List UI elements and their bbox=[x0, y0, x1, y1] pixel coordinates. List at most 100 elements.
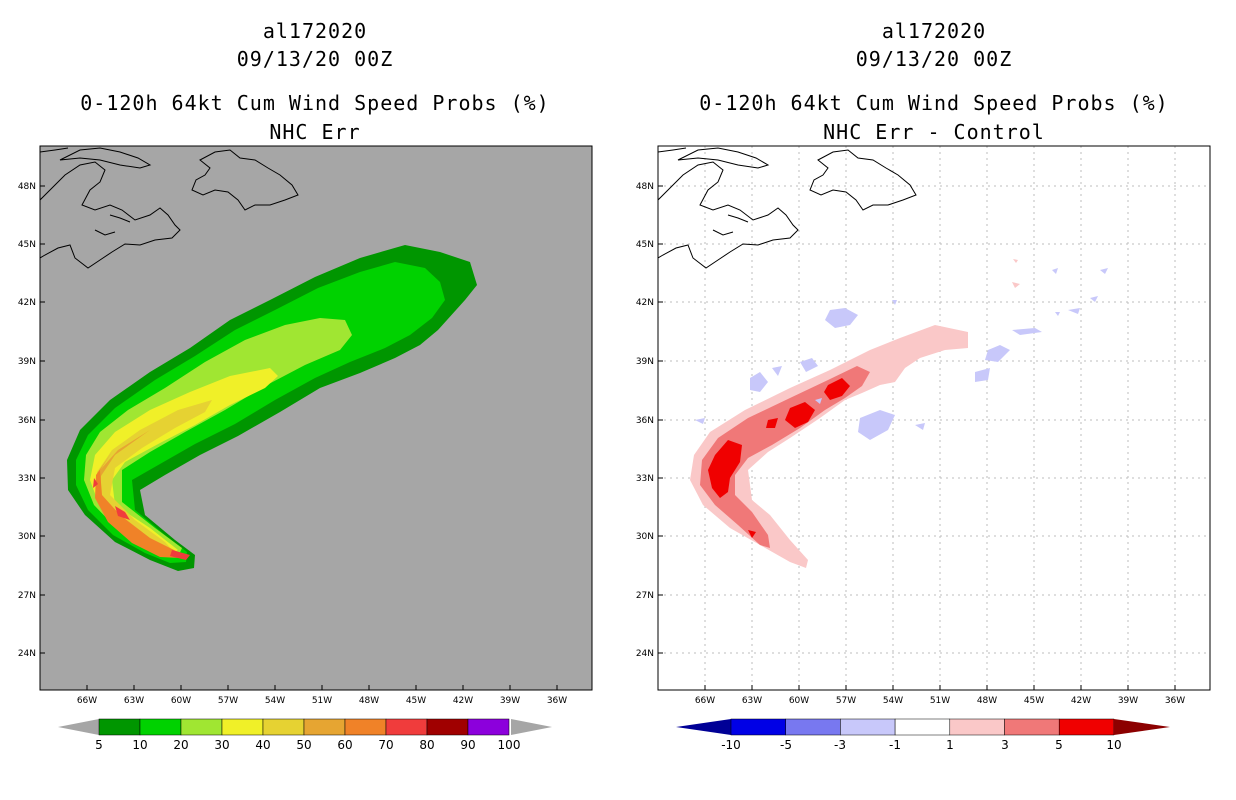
colorbar-swatch bbox=[949, 718, 1005, 736]
lat-tick-label: 33N bbox=[18, 474, 36, 484]
left-lon-axis: 66W 63W 60W 57W 54W 51W 48W 45W 42W 39W 36W bbox=[77, 685, 567, 706]
right-subtitle: NHC Err - Control bbox=[823, 120, 1045, 144]
left-map-frame bbox=[39, 145, 593, 691]
colorbar-label: 80 bbox=[419, 738, 434, 752]
colorbar-label: 90 bbox=[460, 738, 475, 752]
lon-tick-label: 51W bbox=[312, 696, 332, 706]
colorbar-label: 70 bbox=[378, 738, 393, 752]
left-lat-axis: 48N 45N 42N 39N 36N 33N 30N 27N 24N bbox=[18, 182, 45, 659]
colorbar-swatch bbox=[1058, 718, 1115, 736]
diff-1-3 bbox=[690, 325, 968, 568]
colorbar-label: -1 bbox=[889, 738, 901, 752]
right-storm-id: al172020 bbox=[881, 19, 987, 43]
lon-tick-label: 60W bbox=[789, 696, 809, 706]
lat-tick-label: 36N bbox=[636, 416, 654, 426]
lon-tick-label: 60W bbox=[171, 696, 191, 706]
left-colorbar-high-arrow bbox=[511, 719, 552, 735]
lon-tick-label: 45W bbox=[1024, 696, 1044, 706]
right-colorbar: -10 -5 -3 -1 1 3 5 10 bbox=[676, 718, 1170, 752]
lat-tick-label: 27N bbox=[636, 591, 654, 601]
lat-tick-label: 48N bbox=[18, 182, 36, 192]
colorbar-label: 1 bbox=[946, 738, 954, 752]
colorbar-swatch bbox=[730, 718, 786, 736]
colorbar-swatch bbox=[467, 718, 510, 736]
lon-tick-label: 48W bbox=[359, 696, 379, 706]
colorbar-swatch bbox=[303, 718, 346, 736]
lon-tick-label: 57W bbox=[836, 696, 856, 706]
colorbar-label: 5 bbox=[95, 738, 103, 752]
lon-tick-label: 54W bbox=[265, 696, 285, 706]
left-coastlines bbox=[40, 147, 299, 269]
left-datetime: 09/13/20 00Z bbox=[236, 47, 394, 71]
diff-3-5 bbox=[700, 366, 870, 548]
colorbar-swatch bbox=[385, 718, 428, 736]
lat-tick-label: 42N bbox=[18, 298, 36, 308]
lat-tick-label: 45N bbox=[18, 240, 36, 250]
colorbar-label: 30 bbox=[214, 738, 229, 752]
right-lat-axis: 48N 45N 42N 39N 36N 33N 30N 27N 24N bbox=[636, 182, 663, 659]
lat-tick-label: 30N bbox=[18, 532, 36, 542]
left-colorbar-low-arrow bbox=[58, 719, 99, 735]
left-subtitle: NHC Err bbox=[269, 120, 361, 144]
colorbar-swatch bbox=[180, 718, 223, 736]
lat-tick-label: 42N bbox=[636, 298, 654, 308]
colorbar-swatch bbox=[98, 718, 141, 736]
lat-tick-label: 45N bbox=[636, 240, 654, 250]
lon-tick-label: 48W bbox=[977, 696, 997, 706]
colorbar-label: 20 bbox=[173, 738, 188, 752]
right-colorbar-low-arrow bbox=[676, 719, 731, 735]
right-map-panel: 48N 45N 42N 39N 36N 33N 30N 27N 24N 66W 63W 60W 57W… bbox=[636, 145, 1211, 706]
colorbar-swatch bbox=[262, 718, 305, 736]
lat-tick-label: 39N bbox=[636, 357, 654, 367]
lat-tick-label: 39N bbox=[18, 357, 36, 367]
colorbar-swatch bbox=[785, 718, 841, 736]
colorbar-label: -10 bbox=[721, 738, 741, 752]
colorbar-swatch bbox=[426, 718, 469, 736]
lat-tick-label: 30N bbox=[636, 532, 654, 542]
right-coastlines bbox=[658, 147, 917, 269]
colorbar-swatch bbox=[344, 718, 387, 736]
lat-tick-label: 36N bbox=[18, 416, 36, 426]
lon-tick-label: 42W bbox=[453, 696, 473, 706]
right-datetime: 09/13/20 00Z bbox=[855, 47, 1013, 71]
colorbar-label: 5 bbox=[1055, 738, 1063, 752]
lon-tick-label: 63W bbox=[742, 696, 762, 706]
colorbar-swatch bbox=[1004, 718, 1060, 736]
colorbar-label: 10 bbox=[132, 738, 147, 752]
lon-tick-label: 36W bbox=[547, 696, 567, 706]
lon-tick-label: 57W bbox=[218, 696, 238, 706]
colorbar-label: -3 bbox=[834, 738, 846, 752]
right-product-title: 0-120h 64kt Cum Wind Speed Probs (%) bbox=[699, 91, 1169, 115]
lon-tick-label: 66W bbox=[695, 696, 715, 706]
swath-60-70 bbox=[95, 452, 180, 558]
colorbar-label: -5 bbox=[780, 738, 792, 752]
lat-tick-label: 27N bbox=[18, 591, 36, 601]
right-map-frame bbox=[657, 145, 1211, 691]
swath-10-20 bbox=[76, 262, 445, 563]
swath-30-40 bbox=[90, 368, 278, 555]
left-product-title: 0-120h 64kt Cum Wind Speed Probs (%) bbox=[80, 91, 550, 115]
lon-tick-label: 66W bbox=[77, 696, 97, 706]
lon-tick-label: 42W bbox=[1071, 696, 1091, 706]
right-colorbar-high-arrow bbox=[1114, 719, 1170, 735]
colorbar-swatch bbox=[139, 718, 182, 736]
diff-5-10 bbox=[708, 378, 850, 538]
lon-tick-label: 45W bbox=[406, 696, 426, 706]
colorbar-label: 3 bbox=[1001, 738, 1009, 752]
lon-tick-label: 51W bbox=[930, 696, 950, 706]
lon-tick-label: 39W bbox=[500, 696, 520, 706]
colorbar-label: 10 bbox=[1106, 738, 1121, 752]
colorbar-swatch bbox=[840, 718, 896, 736]
colorbar-swatch bbox=[221, 718, 264, 736]
colorbar-label: 40 bbox=[255, 738, 270, 752]
right-difference-field bbox=[690, 259, 1108, 568]
colorbar-label: 60 bbox=[337, 738, 352, 752]
colorbar-swatch bbox=[894, 718, 951, 736]
colorbar-label: 50 bbox=[296, 738, 311, 752]
lon-tick-label: 63W bbox=[124, 696, 144, 706]
lon-tick-label: 36W bbox=[1165, 696, 1185, 706]
lat-tick-label: 48N bbox=[636, 182, 654, 192]
left-probability-swath bbox=[67, 245, 477, 571]
colorbar-label: 100 bbox=[498, 738, 521, 752]
